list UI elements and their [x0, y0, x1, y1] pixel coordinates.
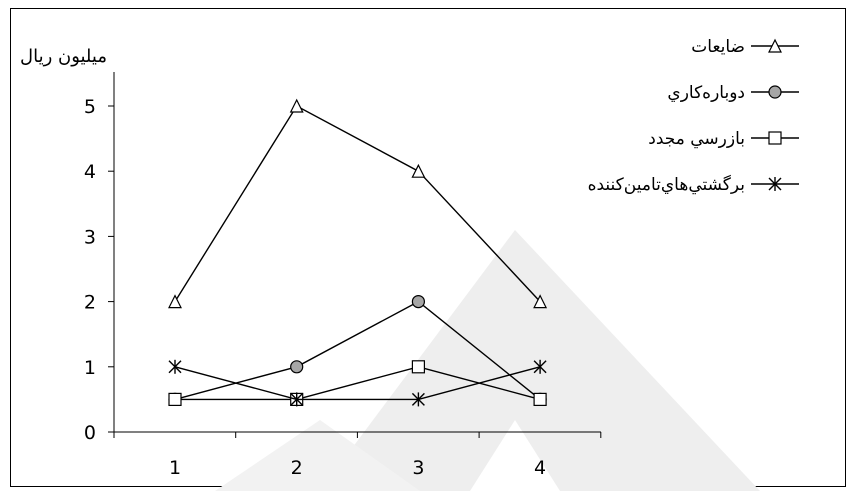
legend-marker	[768, 131, 782, 145]
y-tick-label: 1	[84, 357, 96, 379]
x-tick-label: 2	[291, 457, 303, 479]
y-tick-labels: 0 1 2 3 4 5	[84, 96, 96, 444]
series-line	[174, 105, 541, 303]
axes	[108, 72, 602, 438]
data-point	[290, 360, 304, 374]
legend-entry: بازرسي مجدد	[648, 129, 799, 149]
data-point	[289, 98, 304, 113]
data-point	[533, 359, 547, 374]
y-tick-label: 2	[84, 292, 96, 314]
data-point	[533, 294, 548, 309]
y-tick-label: 5	[84, 96, 96, 118]
legend-entry: برگشتي‌هاي‌تامين‌كننده	[588, 174, 799, 195]
legend-marker	[768, 38, 782, 53]
legend-marker	[768, 177, 782, 191]
legend-label: برگشتي‌هاي‌تامين‌كننده	[588, 174, 745, 195]
series-group	[168, 98, 548, 407]
data-point	[411, 392, 425, 407]
x-tick-label: 4	[534, 457, 546, 479]
y-tick-label: 3	[84, 226, 96, 248]
data-point	[411, 295, 425, 309]
legend: ضايعات دوباره‌كاري بازرسي مجدد برگشتي‌هاي‌ت…	[588, 37, 799, 195]
y-tick-label: 4	[84, 161, 96, 183]
series-3	[168, 359, 547, 407]
legend-entry: ضايعات	[691, 37, 799, 57]
y-axis-label: ميليون ريال	[20, 46, 107, 67]
data-point	[411, 360, 425, 374]
legend-entry: دوباره‌كاري	[667, 83, 799, 103]
legend-label: بازرسي مجدد	[648, 129, 745, 149]
data-point	[168, 359, 182, 374]
legend-label: ضايعات	[691, 37, 745, 57]
data-point	[411, 163, 426, 178]
x-tick-labels: 1 2 3 4	[169, 457, 546, 479]
legend-label: دوباره‌كاري	[667, 83, 745, 103]
x-tick-label: 3	[412, 457, 424, 479]
legend-marker	[768, 85, 782, 99]
series-0	[168, 98, 548, 309]
series-line	[174, 366, 541, 401]
data-point	[290, 392, 304, 407]
x-tick-label: 1	[169, 457, 181, 479]
y-tick-label: 0	[84, 422, 96, 444]
data-point	[533, 392, 547, 406]
data-point	[168, 392, 182, 406]
data-point	[168, 294, 182, 309]
